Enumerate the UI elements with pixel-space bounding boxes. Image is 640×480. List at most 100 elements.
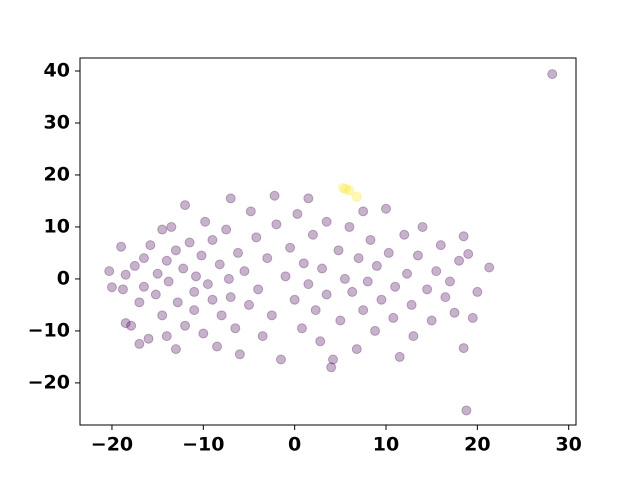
y-tick-label: 10 [44,215,70,237]
point [266,310,277,321]
point [134,297,145,308]
point [340,183,351,194]
point [390,281,401,292]
x-tick-label: 10 [373,434,399,456]
point [321,289,332,300]
point [333,245,344,256]
point [280,271,291,282]
point [463,248,474,259]
point [449,307,460,318]
point [257,331,268,342]
point [225,193,236,204]
point [315,336,326,347]
point [126,320,137,331]
point [262,253,273,264]
point [353,253,364,264]
point [166,221,177,232]
point [458,343,469,354]
point [417,221,428,232]
point [440,292,451,303]
point [138,253,149,264]
x-tick-label: 30 [555,434,581,456]
point [370,325,381,336]
point [269,190,280,201]
point [454,255,465,266]
point [106,282,117,293]
point [467,312,478,323]
point [376,294,387,305]
point [365,234,376,245]
point [245,206,256,217]
point [383,247,394,258]
y-tick-label: −10 [28,319,70,341]
point [472,286,483,297]
point [223,273,234,284]
x-tick-label: 20 [464,434,490,456]
point [161,255,172,266]
plot-frame [79,57,577,426]
point [230,323,241,334]
point [170,245,181,256]
point [296,323,307,334]
point [163,276,174,287]
point [547,69,558,80]
point [307,229,318,240]
point [275,354,286,365]
point [212,341,223,352]
point [134,338,145,349]
point [399,229,410,240]
point [317,263,328,274]
point [180,320,191,331]
point [344,221,355,232]
point [358,206,369,217]
point [189,305,200,316]
point [338,182,349,193]
point [196,250,207,261]
point [344,185,355,196]
point [381,203,392,214]
point [458,231,469,242]
point [117,284,128,295]
point [292,208,303,219]
point [161,331,172,342]
point [435,240,446,251]
point [150,289,161,300]
point [243,299,254,310]
point [170,344,181,355]
point [239,266,250,277]
point [184,237,195,248]
point [202,279,213,290]
point [335,315,346,326]
point [289,294,300,305]
point [351,191,362,202]
y-tick-label: 30 [44,111,70,133]
point [138,281,149,292]
point [178,263,189,274]
point [221,224,232,235]
point [371,260,382,271]
y-tick-label: −20 [28,371,70,393]
point [351,344,362,355]
point [120,318,131,329]
point [172,297,183,308]
point [426,315,437,326]
point [207,234,218,245]
point [422,284,433,295]
point [412,250,423,261]
point [328,354,339,365]
point [225,292,236,303]
point [408,331,419,342]
point [251,232,262,243]
point [339,273,350,284]
x-tick-label: −10 [182,434,224,456]
y-tick-label: 20 [44,163,70,185]
point [461,405,472,416]
point [120,269,131,280]
point [402,268,413,279]
point [358,305,369,316]
point [157,224,168,235]
point [444,276,455,287]
point [303,279,314,290]
point [116,241,127,252]
